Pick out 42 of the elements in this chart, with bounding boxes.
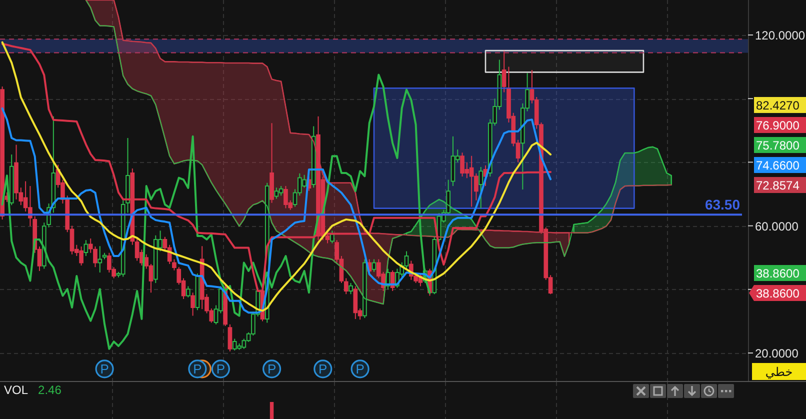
ref-line-label: 63.50 [704,196,740,213]
data-label: P [216,361,226,376]
candlestick [195,273,200,311]
candlestick [186,286,190,298]
data-label: P [193,361,202,376]
candlestick [278,186,284,196]
candlestick [9,154,14,206]
text: 74.6600 [756,158,800,172]
text: 38.8600 [756,266,800,280]
data-label: P [318,361,328,376]
candlestick [134,238,140,262]
y-tick-label: 60.0000 [755,219,799,234]
candlestick [228,324,232,352]
candlestick [372,258,376,272]
candlestick [330,230,334,244]
text: 76.9000 [756,118,800,132]
y-tick-label: 120.0000 [755,28,806,42]
chart-title: VOL [4,383,28,397]
text: 75.7800 [756,138,800,152]
line-series [85,0,672,238]
candlestick [98,246,102,274]
text: خطي [765,365,793,379]
text: 38.8600 [756,286,800,300]
candlestick [344,278,348,295]
candlestick [84,240,88,257]
candlestick [348,282,353,295]
candlestick [126,138,130,214]
data-label: P [356,361,364,376]
data-label: P [267,361,276,376]
text: 82.4270 [756,98,800,112]
candlestick [51,116,56,214]
line-series [1,107,552,314]
candlestick [190,292,195,316]
y-tick-label: 20.0000 [755,346,799,361]
candlestick [353,286,358,320]
candlestick [102,252,107,260]
text: 72.8574 [756,178,800,192]
candlestick [270,122,274,204]
data-label: P [100,361,109,376]
chart-subtitle: 2.46 [38,383,62,397]
candlestick [478,166,484,209]
candlestick [311,126,316,188]
